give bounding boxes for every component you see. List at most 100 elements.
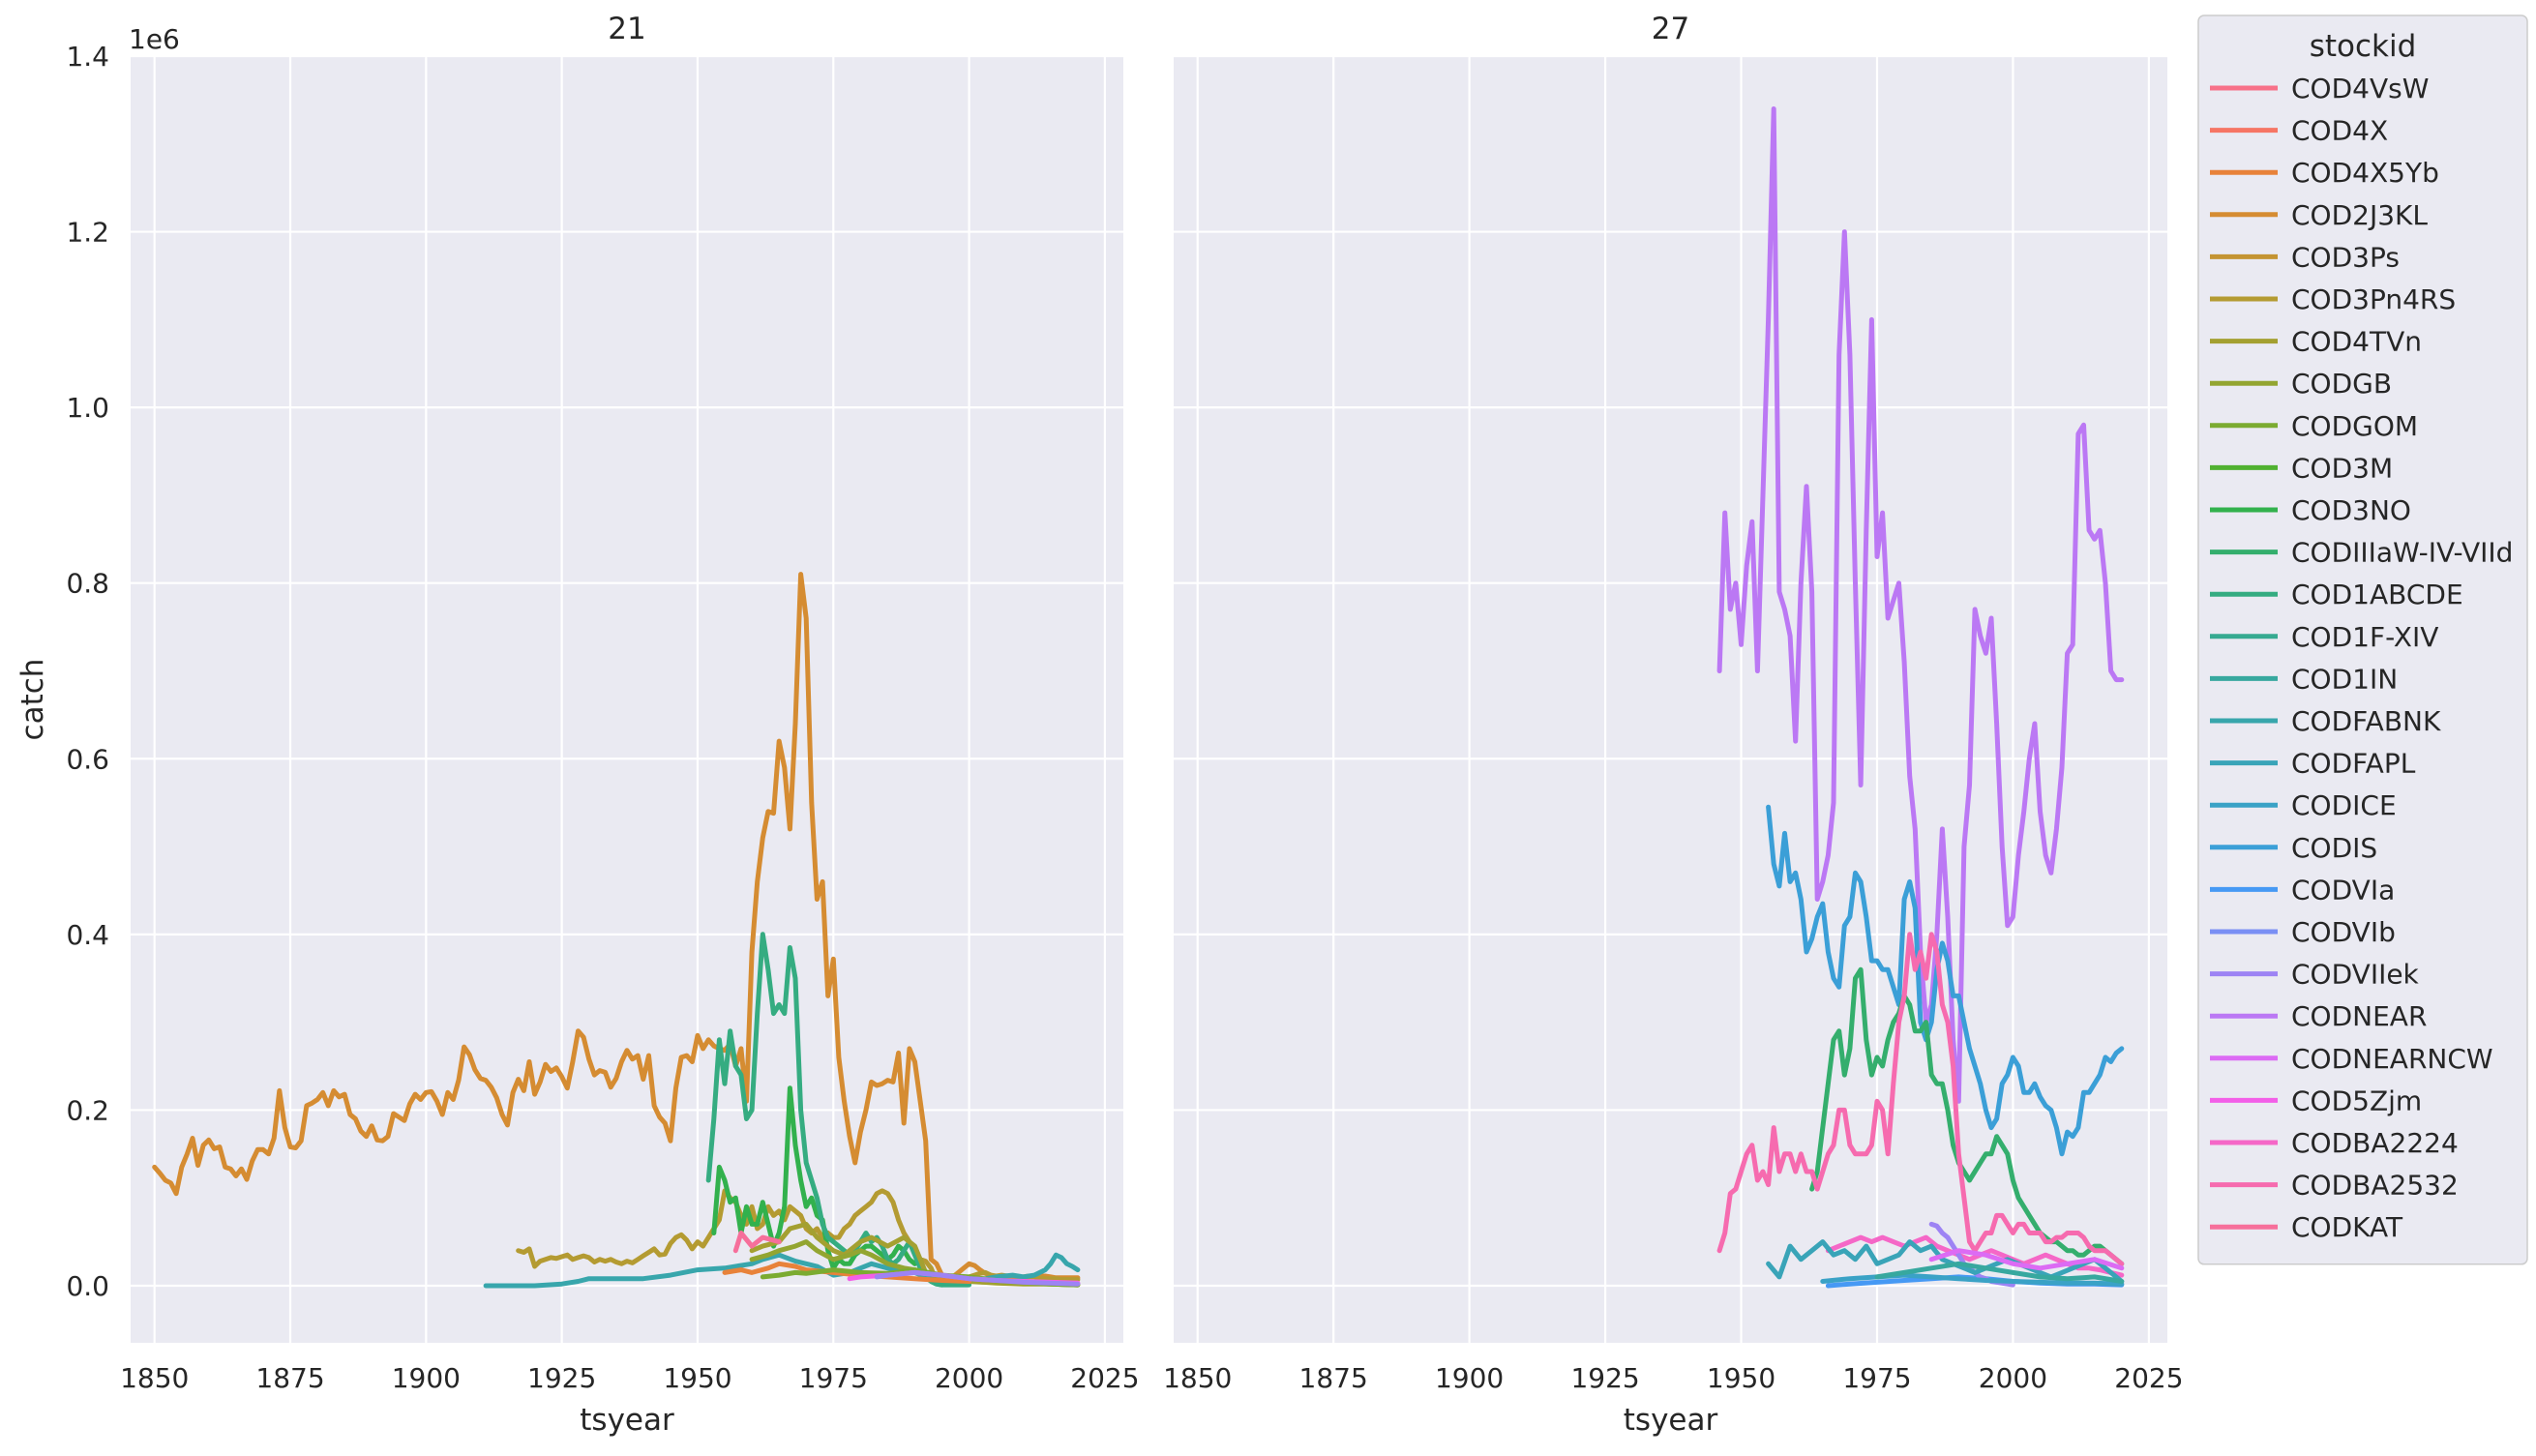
legend-item: COD4VsW [2210,73,2429,104]
x-tick-labels-27: 1850 1875 1900 1925 1950 1975 2000 2025 [1163,1362,2183,1394]
panel-title-21: 21 [608,12,645,46]
legend-item: COD3M [2210,452,2393,484]
legend-item: CODVIa [2210,874,2395,906]
gridlines-27 [1174,54,2167,1343]
legend-label: COD4X5Yb [2291,157,2439,189]
legend-label: COD4VsW [2291,73,2429,104]
legend-item: COD2J3KL [2210,199,2428,231]
legend-item: CODBA2224 [2210,1127,2459,1159]
legend-item: CODNEARNCW [2210,1043,2493,1075]
gridlines-21 [131,54,1123,1343]
plot-area-27 [1174,56,2167,1343]
series-line-codfapl [1766,1239,2125,1284]
y-axis-offset-label: 1e6 [129,23,180,55]
series-line-cod3pn4rs [516,1188,1081,1286]
x-tick-label: 1900 [392,1362,461,1394]
legend-label: CODBA2532 [2291,1170,2459,1202]
series-line-cod2j3kl [152,572,1081,1282]
y-tick-label: 0.8 [66,568,109,600]
plot-area-21 [131,56,1123,1343]
legend-label: COD4TVn [2291,326,2422,358]
legend-label: CODFABNK [2291,705,2441,737]
legend-item: CODBA2532 [2210,1170,2459,1202]
legend-label: CODVIIek [2291,959,2420,991]
series-line-codfabnk [483,1252,1081,1289]
legend-item: COD1F-XIV [2210,621,2438,653]
legend-label: COD2J3KL [2291,199,2428,231]
legend-label: COD3M [2291,452,2393,484]
x-tick-label: 1950 [1707,1362,1775,1394]
x-tick-label: 1950 [663,1362,731,1394]
x-tick-label: 1975 [1842,1362,1911,1394]
y-tick-label: 1.2 [66,217,109,249]
series-line-codis [1766,804,2125,1157]
series-line-codice [1820,1272,2125,1287]
legend: stockid COD4VsW COD4X COD4X5Yb COD2J3KL COD3… [2197,15,2528,1265]
series-line-codkat [732,1231,782,1254]
x-tick-label: 1925 [1570,1362,1639,1394]
y-tick-label: 0.6 [66,743,109,775]
x-tick-label: 1850 [1163,1362,1232,1394]
legend-item: CODGOM [2210,410,2418,442]
x-axis-label-21: tsyear [580,1403,674,1438]
legend-item: COD4X5Yb [2210,157,2439,189]
legend-item: CODVIIek [2210,959,2420,991]
legend-label: CODVIb [2291,916,2396,948]
legend-label: CODBA2224 [2291,1127,2459,1159]
legend-item: COD1ABCDE [2210,579,2463,610]
x-axis-label-27: tsyear [1624,1403,1718,1438]
legend-frame [2197,15,2528,1265]
x-tick-label: 1925 [527,1362,596,1394]
legend-label: COD1F-XIV [2291,621,2438,653]
legend-label: CODKAT [2291,1211,2403,1243]
x-tick-label: 1900 [1435,1362,1504,1394]
legend-label: CODGB [2291,368,2392,400]
legend-label: CODIS [2291,832,2377,864]
legend-label: CODNEARNCW [2291,1043,2493,1075]
legend-item: CODNEAR [2210,1000,2427,1032]
panel-title-27: 27 [1652,12,1689,46]
legend-label: COD3NO [2291,494,2411,526]
x-tick-label: 1850 [120,1362,189,1394]
x-tick-label: 2000 [1979,1362,2047,1394]
legend-item: CODFAPL [2210,748,2416,780]
y-tick-labels: 0.0 0.2 0.4 0.6 0.8 1.0 1.2 1.4 [66,41,109,1302]
y-axis-label: catch [15,659,50,741]
legend-items: COD4VsW COD4X COD4X5Yb COD2J3KL COD3Ps COD3Pn… [2210,73,2513,1243]
y-tick-label: 0.4 [66,919,109,951]
series-line-codiiiaw-iv-viid [1809,966,2125,1266]
x-tick-labels-21: 1850 1875 1900 1925 1950 1975 2000 2025 [120,1362,1139,1394]
x-tick-label: 2000 [935,1362,1003,1394]
legend-label: COD5Zjm [2291,1085,2422,1116]
y-tick-label: 1.4 [66,41,109,73]
series-line-cod1in [1874,1261,2125,1284]
legend-item: COD3NO [2210,494,2411,526]
series-lines-21 [152,572,1081,1289]
panel-21: 21 1850 1875 1900 1925 1950 1975 2000 2025 0.00… [66,12,1139,1438]
legend-item: COD3Pn4RS [2210,283,2456,315]
legend-label: CODNEAR [2291,1000,2427,1032]
legend-item: CODGB [2210,368,2392,400]
panel-27: 27 1850 1875 1900 1925 1950 1975 2000 2025 tsye… [1163,12,2183,1438]
series-line-codviiek [874,1269,1081,1287]
legend-label: COD1ABCDE [2291,579,2463,610]
legend-label: COD3Pn4RS [2291,283,2456,315]
x-tick-label: 2025 [1070,1362,1139,1394]
x-tick-label: 1875 [255,1362,324,1394]
legend-item: CODIS [2210,832,2377,864]
legend-item: COD3Ps [2210,241,2400,273]
legend-item: COD4TVn [2210,326,2422,358]
y-tick-label: 1.0 [66,392,109,424]
legend-label: CODICE [2291,789,2397,821]
x-tick-label: 1875 [1299,1362,1368,1394]
legend-label: COD1IN [2291,663,2398,695]
legend-label: CODFAPL [2291,748,2416,780]
legend-label: CODVIa [2291,874,2395,906]
legend-item: CODICE [2210,789,2397,821]
legend-item: CODVIb [2210,916,2396,948]
legend-label: CODIIIaW-IV-VIId [2291,537,2513,569]
y-tick-label: 0.2 [66,1094,109,1126]
y-tick-label: 0.0 [66,1270,109,1302]
series-line-codnearncw [1928,1248,2125,1271]
